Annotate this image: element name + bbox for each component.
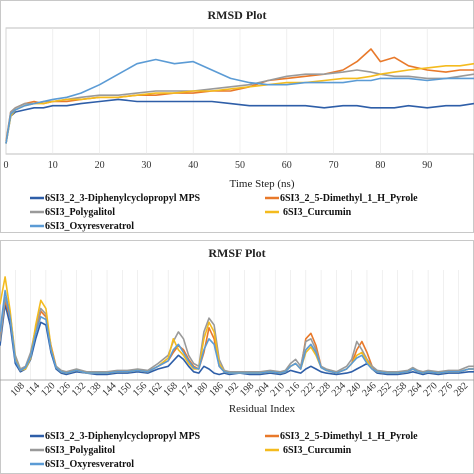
rmsd-legend-label-4: 6SI3_Curcumin bbox=[283, 207, 352, 218]
rmsf-x-axis-label: Residual Index bbox=[229, 403, 296, 415]
x-tick-label-0-3: 30 bbox=[141, 160, 151, 171]
rmsf-legend-entry-3: 6SI3_Polygalitol bbox=[30, 445, 115, 456]
rmsd-x-ticks: 0 10 20 30 40 50 60 70 80 90 bbox=[4, 160, 433, 171]
x-tick-label-0-0: 0 bbox=[4, 160, 9, 171]
rmsf-legend-label-5: 6SI3_Oxyresveratrol bbox=[45, 459, 134, 470]
x-tick-label-0-1: 10 bbox=[48, 160, 58, 171]
rmsd-legend-entry-2: 6SI3_2_5-Dimethyl_1_H_Pyrole bbox=[265, 193, 418, 204]
series-line-0-4 bbox=[5, 58, 474, 144]
rmsf-legend-entry-1: 6SI3_2_3-Diphenylcyclopropyl MPS bbox=[30, 431, 201, 442]
rmsf-title: RMSF Plot bbox=[208, 246, 265, 260]
x-tick-label-0-7: 70 bbox=[329, 160, 339, 171]
rmsd-legend-label-5: 6SI3_Oxyresveratrol bbox=[45, 221, 134, 232]
rmsf-series-group bbox=[0, 276, 474, 376]
rmsf-panel: RMSF Plot 108114120126132138144150156162… bbox=[0, 240, 474, 474]
rmsf-chart-frame bbox=[0, 240, 474, 474]
rmsf-legend-label-1: 6SI3_2_3-Diphenylcyclopropyl MPS bbox=[45, 431, 201, 442]
x-tick-label-0-4: 40 bbox=[188, 160, 198, 171]
series-line-1-4 bbox=[0, 289, 474, 374]
x-tick-label-0-8: 80 bbox=[375, 160, 385, 171]
rmsd-legend-entry-5: 6SI3_Oxyresveratrol bbox=[30, 221, 134, 232]
rmsd-legend: 6SI3_2_3-Diphenylcyclopropyl MPS 6SI3_2_… bbox=[30, 193, 418, 232]
rmsf-legend-entry-4: 6SI3_Curcumin bbox=[265, 445, 352, 456]
rmsf-legend-label-3: 6SI3_Polygalitol bbox=[45, 445, 115, 456]
rmsf-legend-entry-2: 6SI3_2_5-Dimethyl_1_H_Pyrole bbox=[265, 431, 418, 442]
rmsf-legend: 6SI3_2_3-Diphenylcyclopropyl MPS 6SI3_2_… bbox=[30, 431, 418, 470]
rmsd-series-group bbox=[5, 48, 474, 144]
x-tick-label-0-9: 90 bbox=[422, 160, 432, 171]
rmsd-legend-entry-3: 6SI3_Polygalitol bbox=[30, 207, 115, 218]
x-tick-label-0-5: 50 bbox=[235, 160, 245, 171]
rmsd-legend-label-2: 6SI3_2_5-Dimethyl_1_H_Pyrole bbox=[280, 193, 418, 204]
series-line-0-0 bbox=[5, 98, 474, 144]
rmsd-legend-label-3: 6SI3_Polygalitol bbox=[45, 207, 115, 218]
rmsd-title: RMSD Plot bbox=[208, 8, 267, 22]
rmsd-x-axis-label: Time Step (ns) bbox=[230, 178, 295, 190]
rmsd-legend-entry-1: 6SI3_2_3-Diphenylcyclopropyl MPS bbox=[30, 193, 201, 204]
rmsd-legend-entry-4: 6SI3_Curcumin bbox=[265, 207, 352, 218]
rmsf-legend-entry-5: 6SI3_Oxyresveratrol bbox=[30, 459, 134, 470]
series-line-1-0 bbox=[0, 303, 474, 376]
rmsf-legend-label-2: 6SI3_2_5-Dimethyl_1_H_Pyrole bbox=[280, 431, 418, 442]
rmsf-legend-label-4: 6SI3_Curcumin bbox=[283, 445, 352, 456]
rmsd-legend-label-1: 6SI3_2_3-Diphenylcyclopropyl MPS bbox=[45, 193, 201, 204]
x-tick-label-0-2: 20 bbox=[95, 160, 105, 171]
rmsd-panel: RMSD Plot 0 10 20 30 40 50 60 70 80 90 Time Step … bbox=[0, 0, 474, 233]
x-tick-label-0-6: 60 bbox=[282, 160, 292, 171]
series-line-0-3 bbox=[5, 62, 474, 144]
